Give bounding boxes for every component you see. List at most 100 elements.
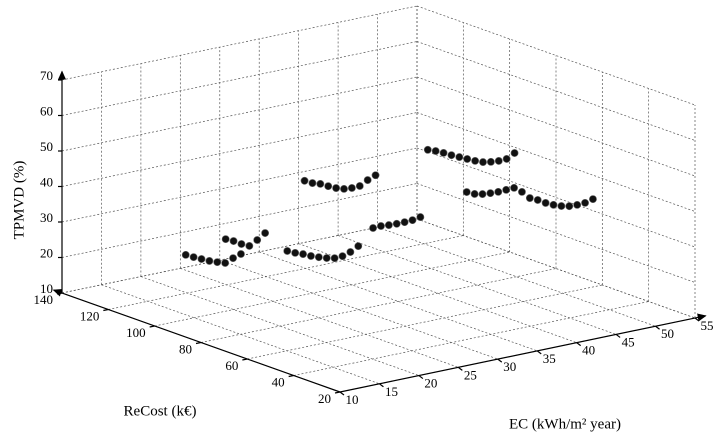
grid-line (416, 41, 696, 141)
y-tick (103, 308, 109, 312)
z-tick-label: 60 (40, 103, 53, 118)
x-tick-label: 45 (622, 334, 635, 349)
y-tick-label: 100 (126, 325, 146, 340)
point (581, 198, 589, 207)
point (470, 190, 479, 198)
z-tick-label: 50 (40, 139, 53, 154)
z-tick-label: 20 (40, 245, 53, 260)
point (557, 202, 566, 210)
x-tick (339, 391, 345, 396)
point (510, 149, 519, 157)
y-tick-label: 80 (179, 341, 192, 356)
point (354, 242, 363, 251)
grid-line (247, 284, 603, 360)
point (229, 254, 237, 263)
grid-line (416, 5, 696, 106)
y-tick-label: 120 (80, 308, 100, 323)
point (324, 182, 333, 191)
point (307, 252, 315, 260)
point (363, 176, 372, 184)
grid-line (108, 235, 464, 310)
x-tick-label: 30 (503, 359, 516, 374)
z-tick-label: 30 (40, 210, 53, 225)
point (589, 195, 597, 204)
y-tick (242, 358, 248, 361)
grid-line (61, 5, 418, 81)
point (400, 218, 409, 227)
point (355, 182, 364, 190)
point (486, 189, 495, 198)
point (533, 196, 542, 204)
point (245, 242, 254, 250)
y-tick-label: 20 (318, 391, 331, 406)
y-tick (334, 391, 341, 394)
point (189, 253, 198, 262)
point (181, 250, 190, 259)
point (322, 254, 331, 262)
y-tick-label: 140 (34, 292, 54, 307)
x-tick (457, 366, 463, 371)
point (330, 254, 339, 263)
x-tick-label: 25 (464, 367, 477, 382)
points (181, 145, 597, 267)
point (416, 213, 425, 221)
axis-line (52, 288, 341, 393)
point (205, 257, 214, 265)
point (510, 183, 518, 192)
point (541, 199, 550, 207)
grid-line (416, 183, 696, 283)
point (338, 252, 347, 261)
point (300, 176, 309, 185)
axis-line (339, 313, 707, 393)
point (502, 185, 511, 194)
point (502, 155, 511, 163)
point (371, 171, 380, 180)
x-tick (615, 333, 621, 338)
point (549, 200, 558, 209)
x-tick (576, 342, 582, 347)
point (369, 224, 377, 232)
point (237, 240, 246, 248)
point (229, 237, 238, 245)
point (494, 157, 503, 165)
point (347, 184, 356, 192)
z-tick-label: 40 (40, 174, 53, 189)
point (408, 216, 417, 225)
point (494, 187, 503, 196)
point (423, 145, 432, 154)
point (299, 250, 307, 258)
point (197, 255, 206, 263)
x-tick-label: 35 (543, 351, 556, 366)
point (237, 250, 245, 258)
point (308, 179, 317, 187)
point (291, 248, 300, 257)
x-tick (655, 325, 660, 330)
point (525, 194, 534, 202)
point (463, 155, 472, 163)
z-tick-label: 10 (40, 281, 53, 296)
point (478, 190, 487, 198)
grid-line (61, 183, 418, 258)
y-tick (149, 325, 155, 328)
point (518, 187, 526, 196)
point (479, 158, 487, 166)
point (316, 180, 325, 188)
point (447, 151, 456, 160)
grid-line (416, 218, 696, 319)
point (384, 221, 393, 229)
y-tick-label: 60 (225, 358, 238, 373)
grid-line (416, 112, 696, 212)
grid-line (154, 251, 510, 327)
x-tick-label: 55 (701, 318, 714, 333)
point (486, 157, 495, 166)
grid-line (377, 226, 656, 327)
x-axis-label: EC (kWh/m² year) (509, 416, 621, 432)
z-axis-label: TPMVD (%) (11, 161, 27, 240)
point (221, 235, 230, 244)
point (392, 219, 401, 228)
grid-line (61, 147, 418, 223)
point (213, 258, 222, 267)
x-tick (536, 350, 542, 355)
grid-line (416, 147, 696, 248)
